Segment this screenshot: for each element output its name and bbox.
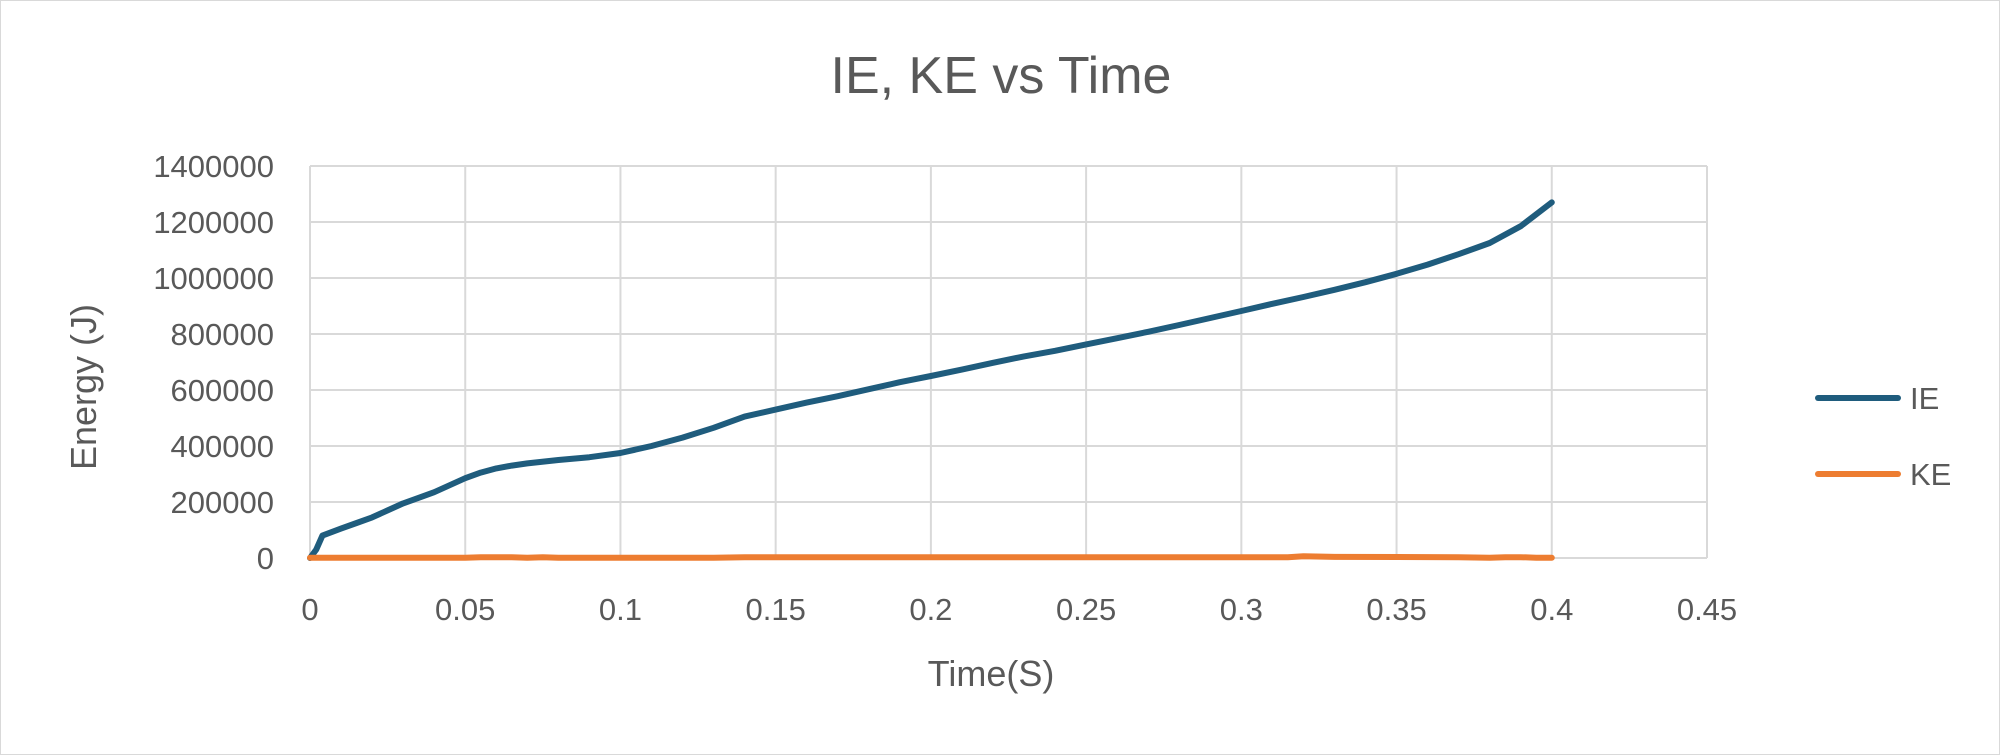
x-tick-label: 0.35: [1366, 592, 1426, 627]
legend-label-ke: KE: [1910, 457, 1951, 492]
y-axis-title: Energy (J): [63, 304, 104, 470]
x-tick-label: 0: [301, 592, 318, 627]
y-tick-label: 800000: [171, 317, 274, 352]
legend: IE KE: [1815, 381, 1951, 492]
chart-title: IE, KE vs Time: [831, 47, 1172, 105]
x-tick-label: 0.45: [1677, 592, 1737, 627]
y-tick-label: 400000: [171, 429, 274, 464]
y-tick-label: 200000: [171, 485, 274, 520]
series-line-ke: [307, 553, 1555, 561]
series-line-ie: [307, 199, 1555, 561]
x-tick-labels: 0 0.05 0.1 0.15 0.2 0.25 0.3 0.35 0.4 0.45: [301, 592, 1737, 627]
y-tick-labels: 0 200000 400000 600000 800000 1000000 1200000 1…: [153, 149, 274, 576]
x-tick-label: 0.15: [745, 592, 805, 627]
y-tick-label: 1200000: [153, 205, 274, 240]
x-tick-label: 0.05: [435, 592, 495, 627]
x-tick-label: 0.3: [1220, 592, 1263, 627]
legend-label-ie: IE: [1910, 381, 1939, 416]
x-tick-label: 0.1: [599, 592, 642, 627]
series-lines: [307, 199, 1555, 561]
x-tick-label: 0.4: [1530, 592, 1573, 627]
y-tick-label: 1000000: [153, 261, 274, 296]
x-tick-label: 0.2: [909, 592, 952, 627]
y-tick-label: 1400000: [153, 149, 274, 184]
y-tick-label: 0: [257, 541, 274, 576]
y-tick-label: 600000: [171, 373, 274, 408]
x-axis-title: Time(S): [928, 653, 1055, 694]
x-tick-label: 0.25: [1056, 592, 1116, 627]
